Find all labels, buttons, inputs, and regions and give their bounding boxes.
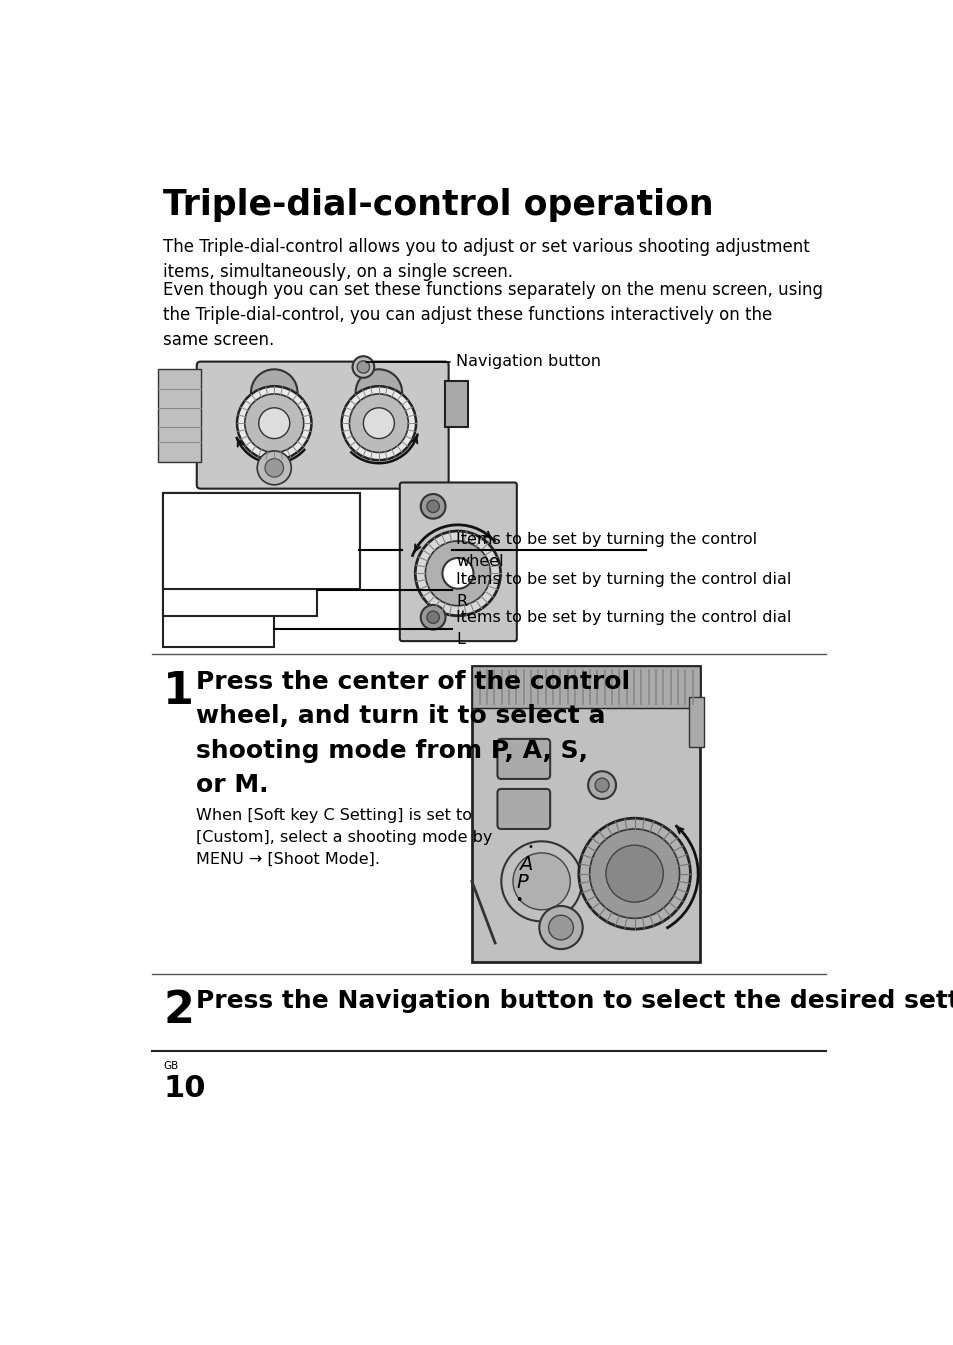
Circle shape <box>589 829 679 919</box>
Circle shape <box>236 386 311 460</box>
Bar <box>472 666 700 962</box>
Circle shape <box>363 408 394 438</box>
Circle shape <box>265 459 283 477</box>
Text: Even though you can set these functions separately on the menu screen, using
the: Even though you can set these functions … <box>163 281 822 348</box>
Circle shape <box>427 611 439 623</box>
Text: Items to be set by turning the control
wheel: Items to be set by turning the control w… <box>456 533 757 569</box>
Bar <box>163 492 316 616</box>
Text: •: • <box>515 894 521 907</box>
Text: GB: GB <box>163 1061 178 1071</box>
Circle shape <box>356 360 369 373</box>
Bar <box>444 381 468 428</box>
Text: Press the center of the control
wheel, and turn it to select a
shooting mode fro: Press the center of the control wheel, a… <box>195 670 629 798</box>
Circle shape <box>245 394 303 452</box>
Circle shape <box>605 845 662 902</box>
Circle shape <box>513 853 570 909</box>
Circle shape <box>415 531 500 616</box>
Circle shape <box>587 771 616 799</box>
Text: Press the Navigation button to select the desired settings.: Press the Navigation button to select th… <box>195 989 953 1013</box>
Circle shape <box>578 818 690 929</box>
Text: 10: 10 <box>163 1073 206 1103</box>
FancyBboxPatch shape <box>497 738 550 779</box>
Bar <box>688 697 703 746</box>
Bar <box>163 492 359 589</box>
Circle shape <box>257 451 291 484</box>
Circle shape <box>538 907 582 950</box>
Circle shape <box>548 915 573 940</box>
Text: •: • <box>526 842 533 853</box>
FancyBboxPatch shape <box>497 790 550 829</box>
Bar <box>472 666 700 707</box>
Circle shape <box>420 605 445 629</box>
FancyBboxPatch shape <box>196 362 448 488</box>
Circle shape <box>353 356 374 378</box>
Circle shape <box>420 494 445 519</box>
Circle shape <box>349 394 408 452</box>
Circle shape <box>355 370 402 416</box>
Circle shape <box>251 370 297 416</box>
Circle shape <box>425 541 490 605</box>
Text: 1: 1 <box>163 670 194 713</box>
Bar <box>163 492 274 647</box>
Circle shape <box>500 842 581 921</box>
Text: 2: 2 <box>163 989 194 1032</box>
Bar <box>158 370 200 461</box>
Circle shape <box>442 558 473 589</box>
Text: When [Soft key C Setting] is set to
[Custom], select a shooting mode by
MENU → [: When [Soft key C Setting] is set to [Cus… <box>195 808 492 866</box>
Circle shape <box>427 500 439 512</box>
Text: Navigation button: Navigation button <box>456 354 600 369</box>
Text: Triple-dial-control operation: Triple-dial-control operation <box>163 188 713 222</box>
Circle shape <box>258 408 290 438</box>
Circle shape <box>595 779 608 792</box>
FancyBboxPatch shape <box>399 483 517 642</box>
Text: P: P <box>516 873 528 892</box>
Text: Items to be set by turning the control dial
L: Items to be set by turning the control d… <box>456 611 791 647</box>
Circle shape <box>341 386 416 460</box>
Text: The Triple-dial-control allows you to adjust or set various shooting adjustment
: The Triple-dial-control allows you to ad… <box>163 238 809 281</box>
Text: Items to be set by turning the control dial
R: Items to be set by turning the control d… <box>456 572 791 608</box>
Text: A: A <box>518 855 533 874</box>
